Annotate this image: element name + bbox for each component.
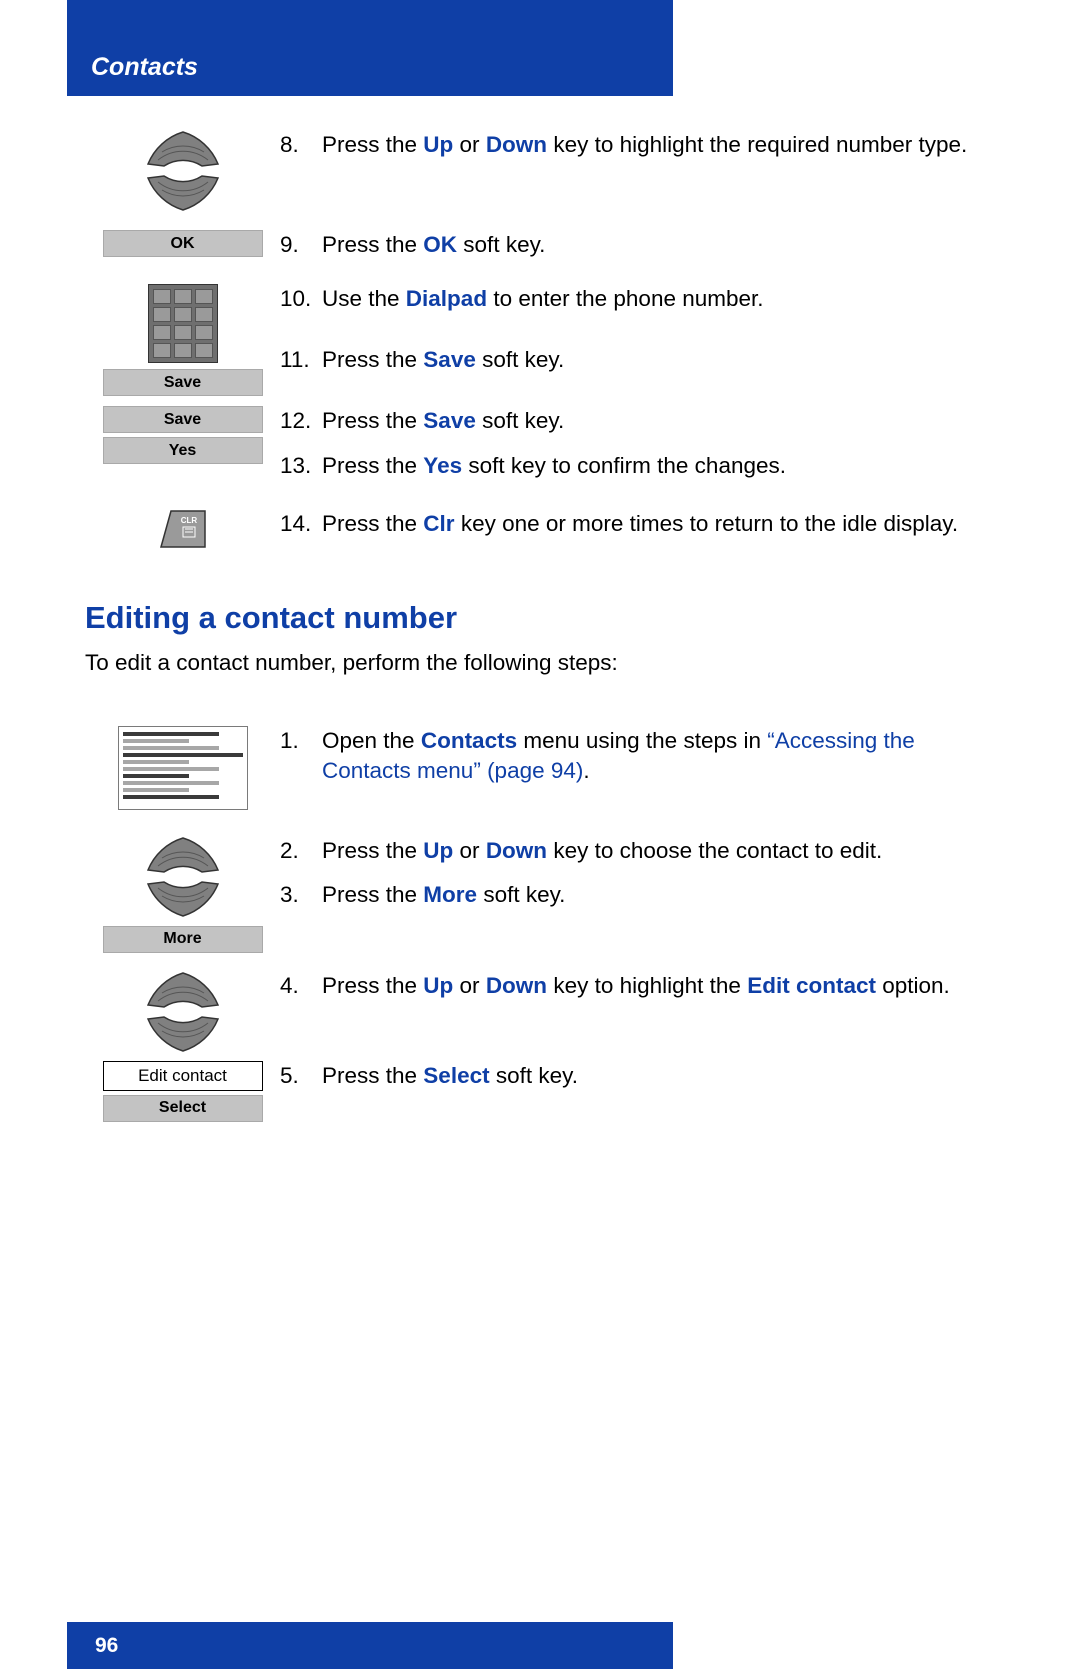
up-down-nav-icon xyxy=(144,971,222,1053)
softkey-save-icon: Save xyxy=(103,406,263,433)
instruction-step: 4. Press the Up or Down key to highlight… xyxy=(280,971,998,1001)
page-number: 96 xyxy=(95,1634,118,1658)
instruction-step: 11. Press the Save soft key. xyxy=(280,345,998,375)
keyword: More xyxy=(423,882,477,907)
softkey-yes-icon: Yes xyxy=(103,437,263,464)
step-number: 10. xyxy=(280,284,322,314)
instruction-step: 5. Press the Select soft key. xyxy=(280,1061,998,1091)
step-number: 9. xyxy=(280,230,322,260)
step-number: 8. xyxy=(280,130,322,160)
page-content: 8. Press the Up or Down key to highlight… xyxy=(85,130,998,1132)
clr-key-icon: CLR xyxy=(159,509,207,549)
section-heading: Editing a contact number xyxy=(85,600,998,636)
instruction-step: 8. Press the Up or Down key to highlight… xyxy=(280,130,998,160)
step-text: Press the Clr key one or more times to r… xyxy=(322,509,958,539)
step-text: Press the Yes soft key to confirm the ch… xyxy=(322,451,786,481)
keyword: Yes xyxy=(423,453,462,478)
step-number: 12. xyxy=(280,406,322,436)
softkey-more-icon: More xyxy=(103,926,263,953)
keyword: Down xyxy=(486,973,547,998)
header-title: Contacts xyxy=(91,53,198,82)
instruction-step: 10. Use the Dialpad to enter the phone n… xyxy=(280,284,998,314)
instruction-step: 9. Press the OK soft key. xyxy=(280,230,998,260)
step-row: CLR 14. Press the Clr key one or more ti… xyxy=(85,509,998,553)
keyword: Contacts xyxy=(421,728,517,753)
step-row: 1. Open the Contacts menu using the step… xyxy=(85,726,998,810)
keyword: Up xyxy=(423,132,453,157)
instruction-step: 14. Press the Clr key one or more times … xyxy=(280,509,998,539)
contacts-list-icon xyxy=(118,726,248,810)
step-number: 13. xyxy=(280,451,322,481)
dialpad-icon xyxy=(148,284,218,363)
step-row: Save 10. Use the Dialpad to enter the ph… xyxy=(85,284,998,396)
footer-bar: 96 xyxy=(67,1622,673,1669)
keyword: Select xyxy=(423,1063,489,1088)
step-row: OK 9. Press the OK soft key. xyxy=(85,230,998,274)
step-text: Use the Dialpad to enter the phone numbe… xyxy=(322,284,764,314)
step-text: Press the More soft key. xyxy=(322,880,565,910)
up-down-nav-icon xyxy=(144,130,222,212)
step-number: 5. xyxy=(280,1061,322,1091)
keyword: Dialpad xyxy=(406,286,487,311)
softkey-ok-icon: OK xyxy=(103,230,263,257)
keyword: Down xyxy=(486,838,547,863)
keyword: Up xyxy=(423,973,453,998)
step-row: Edit contact Select 4. Press the Up or D… xyxy=(85,971,998,1122)
menu-item-edit-contact-icon: Edit contact xyxy=(103,1061,263,1091)
keyword: Edit contact xyxy=(747,973,876,998)
keyword: Down xyxy=(486,132,547,157)
instruction-step: 2. Press the Up or Down key to choose th… xyxy=(280,836,998,866)
keyword: Up xyxy=(423,838,453,863)
step-number: 1. xyxy=(280,726,322,787)
step-number: 3. xyxy=(280,880,322,910)
step-text: Open the Contacts menu using the steps i… xyxy=(322,726,998,787)
up-down-nav-icon xyxy=(144,836,222,918)
instruction-step: 12. Press the Save soft key. xyxy=(280,406,998,436)
step-text: Press the Up or Down key to highlight th… xyxy=(322,971,950,1001)
header-bar: Contacts xyxy=(67,0,673,96)
step-row: 8. Press the Up or Down key to highlight… xyxy=(85,130,998,220)
step-text: Press the Save soft key. xyxy=(322,345,564,375)
instruction-step: 1. Open the Contacts menu using the step… xyxy=(280,726,998,787)
step-text: Press the Save soft key. xyxy=(322,406,564,436)
softkey-select-icon: Select xyxy=(103,1095,263,1122)
instruction-step: 3. Press the More soft key. xyxy=(280,880,998,910)
keyword: Save xyxy=(423,408,476,433)
step-number: 2. xyxy=(280,836,322,866)
softkey-save-icon: Save xyxy=(103,369,263,396)
section-intro: To edit a contact number, perform the fo… xyxy=(85,650,998,676)
step-text: Press the OK soft key. xyxy=(322,230,545,260)
step-text: Press the Up or Down key to highlight th… xyxy=(322,130,967,160)
step-number: 4. xyxy=(280,971,322,1001)
svg-text:CLR: CLR xyxy=(180,516,197,525)
step-number: 11. xyxy=(280,345,322,375)
step-row: More 2. Press the Up or Down key to choo… xyxy=(85,836,998,953)
step-number: 14. xyxy=(280,509,322,539)
step-text: Press the Select soft key. xyxy=(322,1061,578,1091)
keyword: Clr xyxy=(423,511,454,536)
instruction-step: 13. Press the Yes soft key to confirm th… xyxy=(280,451,998,481)
keyword: OK xyxy=(423,232,457,257)
step-text: Press the Up or Down key to choose the c… xyxy=(322,836,882,866)
keyword: Save xyxy=(423,347,476,372)
step-row: Save Yes 12. Press the Save soft key. 13… xyxy=(85,406,998,495)
